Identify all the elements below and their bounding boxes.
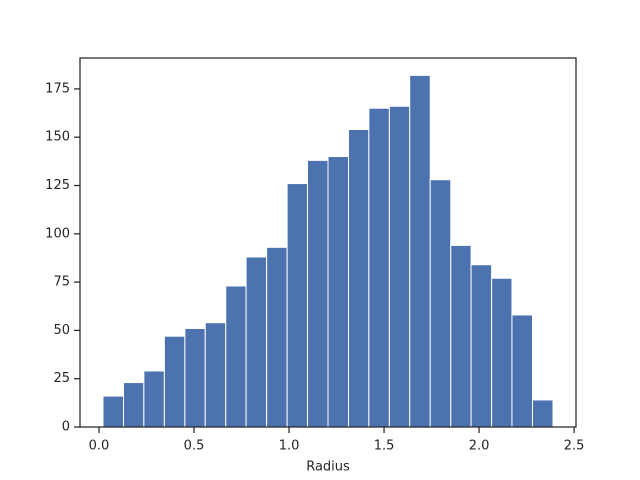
bar [470,264,493,428]
bar [163,335,186,428]
bar [450,244,472,428]
bar [266,246,288,428]
plot-frame [79,57,577,428]
bar [286,183,308,428]
y-tick-label: 175 [45,81,70,96]
bar [327,156,350,428]
y-tick-label: 0 [62,420,70,435]
y-tick-label: 150 [45,130,70,145]
x-tick-label: 1.0 [279,439,300,454]
bar [348,128,370,428]
bar [143,370,165,428]
bar [225,285,247,428]
x-tick-label: 2.5 [564,439,585,454]
bar [409,74,431,428]
bar [429,179,452,428]
bar [184,327,206,428]
bar [368,107,390,428]
y-tick-label: 75 [53,275,70,290]
bar [204,322,227,428]
bar [102,395,125,428]
bar [511,314,533,428]
y-tick-label: 50 [53,323,70,338]
y-tick-label: 25 [53,371,70,386]
bar [388,105,411,428]
bar [531,399,554,428]
x-tick-label: 0.5 [184,439,205,454]
x-tick-label: 0.0 [89,439,110,454]
x-tick-label: 1.5 [374,439,395,454]
bar [491,277,513,428]
y-tick-label: 100 [45,226,70,241]
bar [123,382,145,428]
x-tick-label: 2.0 [469,439,490,454]
x-axis-label: Radius [306,460,350,475]
bar [245,256,268,428]
y-tick-label: 125 [45,178,70,193]
bar [306,159,329,428]
